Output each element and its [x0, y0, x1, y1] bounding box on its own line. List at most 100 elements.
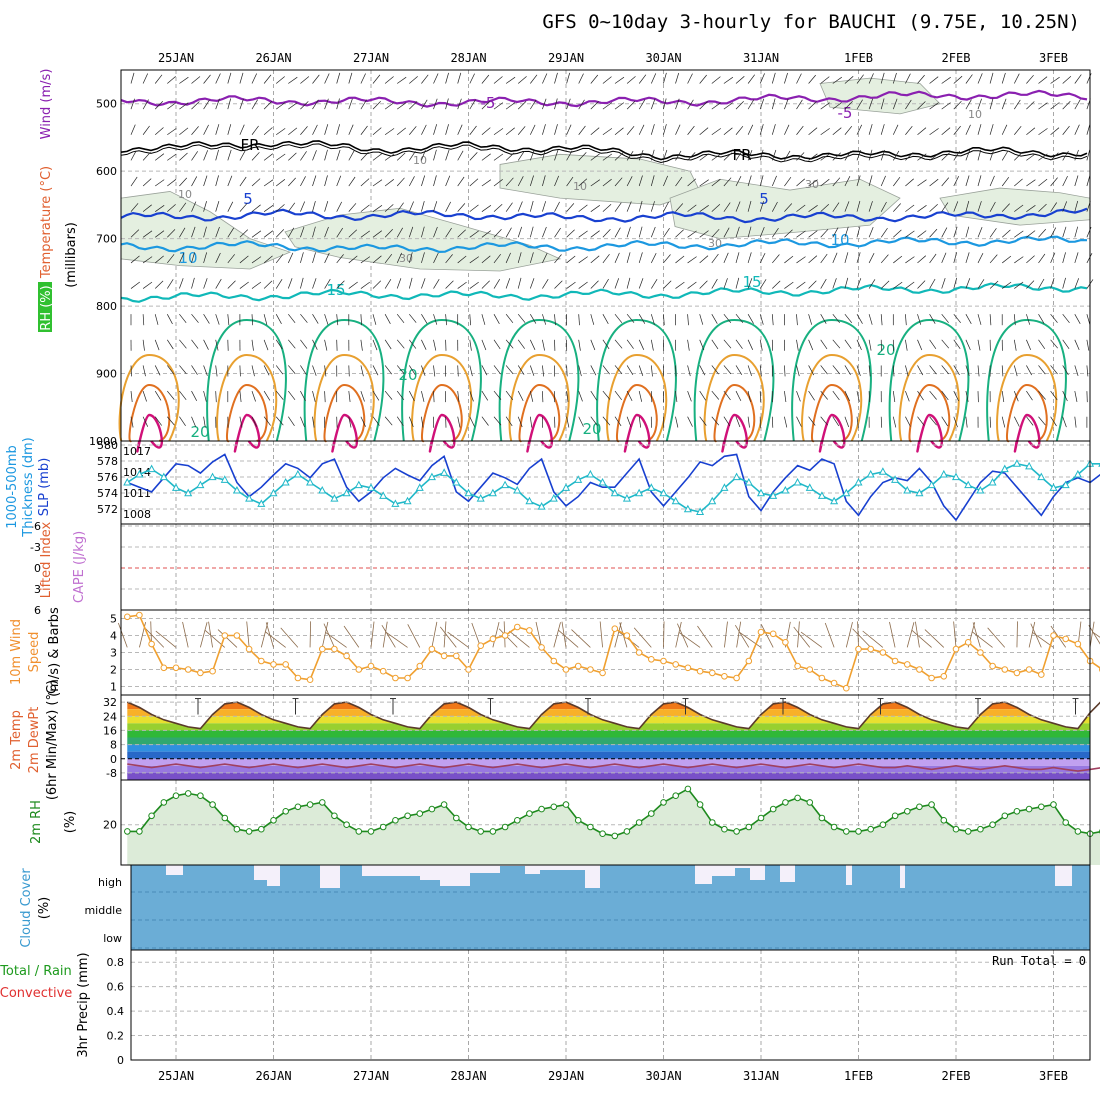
wind-barb	[711, 76, 721, 84]
wind-barb	[602, 365, 610, 375]
wind-barb	[409, 126, 417, 135]
wind-barb	[1074, 314, 1081, 324]
rh-2m-line-point	[184, 790, 192, 797]
wind-10m-barb	[439, 626, 457, 648]
wind-barb	[1013, 339, 1017, 351]
surface-temperature-contour	[888, 318, 970, 442]
wind-barb	[1038, 203, 1047, 212]
wind-barb	[130, 281, 141, 289]
rh-2m-line-point	[916, 803, 923, 811]
wind-10m-line-point	[440, 652, 448, 660]
wind-barb	[227, 175, 233, 187]
wind-barb	[578, 390, 583, 402]
rh-2m-line-point	[611, 832, 619, 840]
x-label-top: 26JAN	[255, 51, 291, 65]
wind-barb	[481, 101, 490, 110]
wind-barb	[808, 74, 816, 84]
wind-barb	[191, 365, 198, 375]
slp-line-point	[951, 472, 961, 481]
wind-barb	[288, 339, 296, 349]
wind-barb	[614, 339, 623, 349]
wind-barb	[1014, 204, 1024, 212]
wind-barb	[941, 390, 949, 401]
wind-barb	[1014, 281, 1024, 289]
wind-barb	[590, 74, 599, 84]
rh-2m-line-point	[465, 823, 472, 831]
wind-barb	[409, 339, 417, 349]
wind-10m-barb	[509, 630, 530, 648]
temperature-contour	[120, 207, 1088, 224]
wind-barb	[348, 281, 358, 289]
wind-barb	[529, 200, 534, 212]
temp-tick-label: 8	[110, 739, 117, 752]
wind-barb	[1038, 365, 1046, 375]
slp-line-point	[245, 494, 254, 502]
surface-temperature-contour	[1005, 383, 1048, 443]
wind-barb	[917, 153, 927, 161]
rh-2m-line-point	[721, 825, 728, 833]
wind-barb	[517, 365, 525, 375]
wind-10m-line-point	[599, 669, 606, 677]
precip-tick-label: 0.4	[107, 1005, 125, 1018]
wind-barb	[263, 416, 271, 426]
wind-barb	[433, 98, 438, 110]
wind-barb	[336, 201, 343, 212]
wind-10m-line-point	[977, 649, 984, 656]
wind-barb	[929, 253, 937, 264]
wind-barb	[590, 230, 600, 238]
rh-2m-line-point	[136, 828, 143, 835]
surface-temperature-contour	[313, 353, 375, 442]
rh2m-axis-unit: (%)	[63, 811, 78, 834]
wind-10m-line-point	[916, 666, 923, 673]
wind-barb	[1062, 252, 1066, 264]
temperature-axis-title: Temperature (°C)	[39, 166, 54, 279]
wind-barb	[602, 390, 611, 400]
wind-barb	[687, 204, 697, 212]
wind-barb	[1001, 203, 1010, 212]
rh-2m-line-point	[1038, 803, 1045, 811]
wind-barb	[191, 201, 197, 212]
wind-barb	[517, 277, 522, 289]
wind-barb	[687, 256, 697, 264]
rh-2m-line-point	[587, 823, 594, 831]
wind-barb	[868, 175, 873, 187]
wind-barb	[421, 278, 426, 289]
wind-10m-barb	[571, 629, 591, 648]
wind-barb	[360, 314, 362, 326]
wind-barb	[965, 99, 972, 110]
wind-barb	[312, 390, 316, 402]
temp-band	[127, 730, 1090, 738]
wind-barb	[953, 100, 962, 110]
rh-2m-line-point	[416, 810, 424, 817]
cape-axis-title: CAPE (J/kg)	[72, 531, 87, 603]
wind-barb	[723, 127, 733, 136]
wind-barb	[832, 252, 838, 264]
rh-2m-line-point	[221, 814, 229, 822]
wind-barb	[1038, 178, 1048, 187]
wind-barb	[203, 278, 208, 289]
high-cloud-gap	[1055, 865, 1072, 886]
wind-barb	[324, 149, 328, 161]
x-label-top: 25JAN	[158, 51, 194, 65]
high-cloud-gap	[846, 865, 852, 885]
wind-barb	[989, 98, 994, 110]
wind-10m-barb	[246, 621, 250, 648]
wind-barb	[784, 72, 788, 84]
wind-barb	[130, 229, 140, 238]
wind-barb	[300, 126, 308, 135]
wind-barb	[759, 226, 765, 238]
wind-barb	[1050, 227, 1057, 238]
wind-barb	[650, 73, 657, 84]
wind-barb	[650, 226, 656, 238]
wind-barb	[275, 390, 284, 400]
surface-temperature-contour	[136, 413, 163, 453]
slp-line-point	[488, 488, 497, 497]
wind-barb	[917, 390, 924, 401]
wind-barb	[239, 255, 249, 264]
wind-barb	[796, 230, 806, 238]
slp-line-point	[635, 488, 644, 497]
wind-barb	[796, 390, 801, 402]
wind-barb	[965, 200, 970, 212]
wind-barb	[408, 390, 415, 402]
wind-barb	[275, 153, 286, 161]
